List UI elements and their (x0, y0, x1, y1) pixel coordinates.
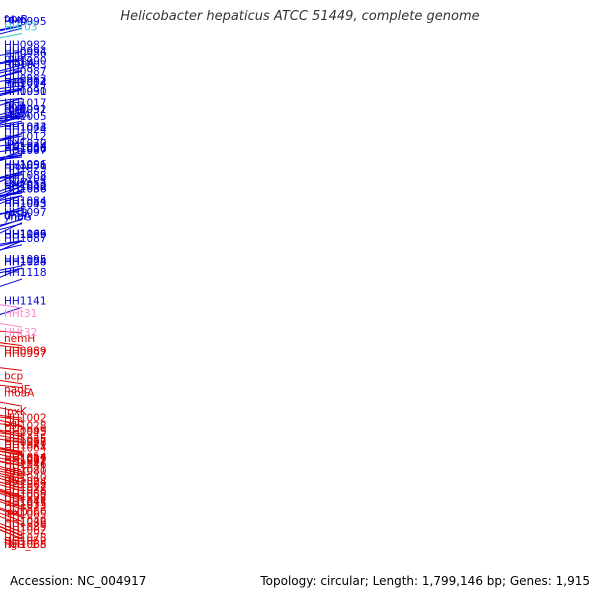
gene-label: tyrA (4, 106, 27, 118)
gene-label: HH1049 (4, 516, 47, 528)
gene-label: HH0989 (4, 346, 47, 358)
gene-label: HH1032 (4, 104, 47, 116)
gene-label: HH1052 (4, 535, 47, 547)
gene-label: HH1096 (4, 159, 47, 171)
gene-label: HH1068 (4, 539, 47, 551)
gene-label: HH0987 (4, 66, 47, 78)
gene-label: HH1030 (4, 180, 47, 192)
gene-label: HH1036 (4, 517, 47, 529)
gene-label: HH1080 (4, 466, 47, 478)
gene-label: flgG_1 (4, 539, 37, 551)
gene-label: HH1053 (4, 179, 47, 191)
gene-label: HH1026 (4, 143, 47, 155)
gene-label: HH1055 (4, 198, 47, 210)
gene-label: HH0991 (4, 104, 47, 116)
gene-label: HH0983 (4, 74, 47, 86)
gene-label: HHt32 (4, 327, 37, 339)
gene-label: HH1141 (4, 295, 47, 307)
gene-label: bcp (4, 370, 23, 382)
gene-label: hemH (4, 333, 35, 345)
gene-label: HH1060 (4, 507, 47, 519)
gene-label: HH1012 (4, 131, 47, 143)
gene-label: HH1085 (4, 229, 47, 241)
gene-label: fdxB (4, 14, 28, 26)
gene-label: HH1095 (4, 254, 47, 266)
gene-label: HH1002 (4, 412, 47, 424)
gene-label: HH1006 (4, 143, 47, 155)
gene-label: HH1003 (4, 59, 47, 71)
gene-label: HH1024 (4, 124, 47, 136)
gene-label: HH1124 (4, 256, 47, 268)
gene-label: HH0986 (4, 48, 47, 60)
gene-label: rpoN (4, 161, 29, 173)
gene-label: HH1059 (4, 488, 47, 500)
gene-label: HH1084 (4, 196, 47, 208)
gene-label: HH0992 (4, 76, 47, 88)
gene-label: HH1021 (4, 464, 47, 476)
gene-label: HH1063 (4, 539, 47, 551)
gene-label: lpxK (4, 406, 28, 418)
gene-label: HH1061 (4, 456, 47, 468)
gene-label: HH1025 (4, 434, 47, 446)
gene-label: HH1043 (4, 199, 47, 211)
gene-label: HH1050 (4, 142, 47, 154)
gene-label: HH0995 (4, 16, 47, 28)
gene-label: HH0998 (4, 437, 47, 449)
gene-label: ppx (4, 13, 24, 25)
gene-label: HHt31 (4, 308, 37, 320)
figure-title: Helicobacter hepaticus ATCC 51449, compl… (120, 9, 480, 24)
gene-label: HH1042 (4, 181, 47, 193)
gene-label: HH1088 (4, 170, 47, 182)
gene-label: HH1000 (4, 56, 47, 68)
gene-label: HH0982 (4, 40, 47, 52)
genome-summary: Topology: circular; Length: 1,799,146 bp… (260, 574, 590, 588)
gene-label: moaA (4, 388, 35, 400)
gene-label: ogt (4, 418, 21, 430)
gene-label: nadE (4, 384, 30, 396)
gene-label: ybbA (4, 109, 32, 121)
gene-label: HH1022 (4, 482, 47, 494)
gene-label: HH1056 (4, 183, 47, 195)
gene-label: HH1051 (4, 160, 47, 172)
gene-label: HH1098 (4, 256, 47, 268)
gene-label: HH0997 (4, 348, 47, 360)
gene-label: flhB (4, 101, 24, 113)
gene-label: HHr03 (4, 22, 37, 34)
gene-label: HH1094 (4, 476, 47, 488)
gene-label: HH1007 (4, 145, 47, 157)
gene-label: HH1023 (4, 501, 47, 513)
gene-label: lpxC (4, 136, 27, 148)
gene-label: HH1038 (4, 485, 47, 497)
gene-label: HH1035 (4, 499, 47, 511)
gene-label: HH0994 (4, 46, 47, 58)
gene-label: HH1057 (4, 436, 47, 448)
gene-label: HH0999 (4, 426, 47, 438)
gene-label: HH1041 (4, 439, 47, 451)
gene-label: HH1089 (4, 521, 47, 533)
gene-label: HH1017 (4, 97, 47, 109)
gene-label: yhbG (4, 212, 32, 224)
gene-label: HH1066 (4, 229, 47, 241)
gene-label: HH1040 (4, 472, 47, 484)
gene-label: flgG (4, 536, 25, 548)
gene-label: HH1109 (4, 229, 47, 241)
gene-label: dnaA (4, 211, 32, 223)
gene-label: thrB (4, 103, 26, 115)
gene-label: HH1065 (4, 509, 47, 521)
gene-label: HH1028 (4, 420, 47, 432)
gene-label: HH1062 (4, 525, 47, 537)
gene-label: HH1047 (4, 496, 47, 508)
gene-label: HH1029 (4, 163, 47, 175)
gene-label: HH1070 (4, 138, 47, 150)
gene-label: HH1069 (4, 479, 47, 491)
gene-label: HH1054 (4, 452, 47, 464)
accession-label: Accession: NC_004917 (10, 574, 147, 588)
gene-label: HH1058 (4, 488, 47, 500)
gene-label: HH1039 (4, 454, 47, 466)
